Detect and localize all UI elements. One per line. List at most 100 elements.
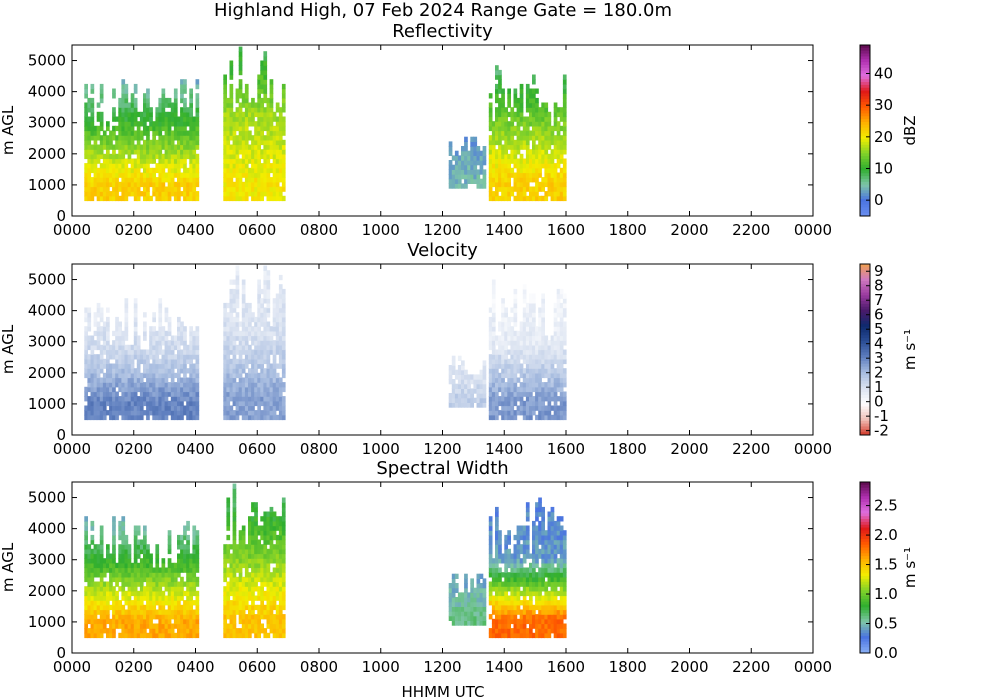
heatmap-cell — [155, 396, 160, 402]
heatmap-cell — [96, 191, 101, 197]
heatmap-cell — [238, 195, 243, 202]
heatmap-cell — [266, 410, 271, 416]
heatmap-cell — [93, 340, 98, 346]
heatmap-cell — [121, 335, 126, 341]
heatmap-cell — [544, 368, 549, 374]
heatmap-cell — [127, 167, 132, 174]
heatmap-cell — [84, 139, 88, 146]
heatmap-cell — [278, 167, 283, 174]
heatmap-cell — [504, 312, 508, 318]
heatmap-cell — [229, 302, 234, 309]
heatmap-cell — [238, 386, 243, 393]
heatmap-cell — [115, 344, 119, 351]
heatmap-cell — [556, 358, 561, 365]
heatmap-cell — [562, 298, 567, 304]
heatmap-cell — [501, 163, 505, 169]
heatmap-cell — [241, 111, 246, 118]
heatmap-cell — [84, 186, 88, 192]
heatmap-cell — [192, 153, 197, 160]
heatmap-cell — [553, 377, 558, 383]
heatmap-cell — [263, 111, 268, 118]
heatmap-cell — [504, 144, 508, 150]
heatmap-cell — [146, 167, 150, 174]
heatmap-cell — [260, 396, 264, 402]
heatmap-cell — [133, 576, 138, 583]
heatmap-cell — [90, 600, 95, 606]
heatmap-cell — [251, 502, 255, 508]
heatmap-cell — [229, 316, 234, 323]
heatmap-cell — [501, 125, 505, 132]
heatmap-cell — [254, 553, 258, 559]
colorbar-step — [860, 378, 870, 382]
heatmap-cell — [454, 183, 459, 189]
heatmap-cell — [226, 506, 231, 513]
heatmap-cell — [482, 150, 487, 156]
heatmap-cell — [529, 321, 533, 327]
heatmap-cell — [272, 307, 277, 313]
heatmap-cell — [183, 623, 187, 629]
heatmap-cell — [235, 135, 240, 141]
heatmap-cell — [177, 632, 181, 639]
colorbar-step — [860, 76, 870, 80]
heatmap-cell — [454, 150, 459, 156]
heatmap-cell — [177, 316, 181, 323]
heatmap-cell — [118, 330, 122, 337]
heatmap-cell — [550, 340, 555, 346]
heatmap-cell — [115, 600, 119, 606]
heatmap-cell — [173, 172, 178, 178]
heatmap-cell — [251, 506, 255, 513]
heatmap-cell — [189, 163, 193, 169]
heatmap-cell — [553, 107, 558, 113]
heatmap-cell — [189, 405, 193, 411]
heatmap-cell — [112, 116, 116, 122]
heatmap-cell — [170, 581, 175, 587]
heatmap-cell — [121, 382, 126, 388]
heatmap-cell — [257, 79, 261, 85]
heatmap-cell — [96, 363, 101, 369]
heatmap-cell — [457, 355, 462, 361]
heatmap-cell — [479, 383, 484, 389]
heatmap-cell — [223, 358, 227, 365]
heatmap-cell — [238, 177, 243, 183]
heatmap-cell — [491, 316, 496, 323]
heatmap-cell — [155, 340, 160, 346]
heatmap-cell — [275, 400, 280, 407]
heatmap-cell — [161, 326, 166, 332]
heatmap-cell — [189, 604, 193, 611]
heatmap-cell — [562, 335, 567, 341]
heatmap-cell — [272, 191, 277, 197]
heatmap-cell — [260, 590, 264, 597]
heatmap-cell — [535, 177, 539, 183]
heatmap-cell — [109, 354, 113, 360]
heatmap-cell — [248, 516, 252, 522]
heatmap-cell — [93, 144, 98, 150]
heatmap-cell — [195, 195, 200, 202]
heatmap-cell — [90, 83, 95, 90]
heatmap-cell — [112, 163, 116, 169]
heatmap-cell — [87, 382, 92, 388]
heatmap-cell — [109, 405, 113, 411]
heatmap-cell — [226, 191, 231, 197]
heatmap-cell — [161, 358, 166, 365]
heatmap-cell — [547, 139, 552, 146]
heatmap-cell — [180, 340, 184, 346]
heatmap-cell — [164, 363, 169, 369]
heatmap-cell — [121, 135, 126, 141]
heatmap-cell — [495, 153, 499, 160]
heatmap-cell — [238, 400, 243, 407]
heatmap-cell — [516, 158, 521, 164]
heatmap-cell — [525, 139, 530, 146]
heatmap-cell — [118, 609, 122, 615]
heatmap-cell — [84, 405, 88, 411]
heatmap-cell — [263, 391, 268, 397]
heatmap-cell — [510, 377, 515, 383]
heatmap-cell — [501, 400, 505, 407]
heatmap-cell — [84, 396, 88, 402]
heatmap-cell — [269, 618, 274, 625]
heatmap-cell — [519, 181, 524, 188]
heatmap-cell — [535, 107, 539, 113]
heatmap-cell — [541, 368, 545, 374]
heatmap-cell — [195, 163, 200, 169]
heatmap-cell — [535, 344, 539, 351]
heatmap-cell — [195, 539, 200, 545]
